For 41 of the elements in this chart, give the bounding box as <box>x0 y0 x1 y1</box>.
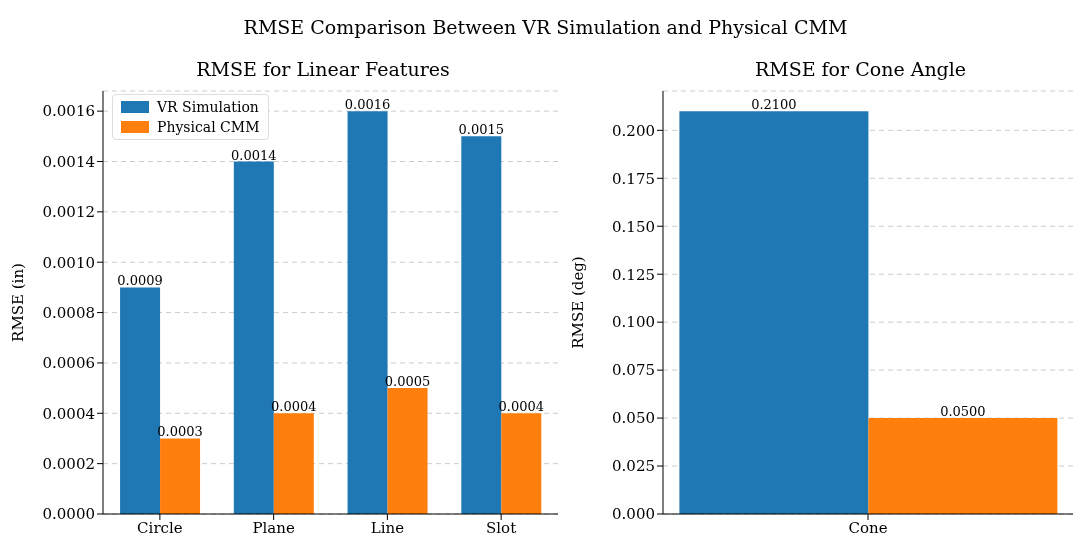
y-tick-label: 0.0000 <box>42 505 95 524</box>
data-label: 0.0014 <box>231 147 277 163</box>
data-label: 0.0500 <box>940 404 986 420</box>
y-tick-label: 0.0008 <box>42 303 95 322</box>
data-label: 0.0016 <box>344 97 391 113</box>
bar <box>160 438 201 514</box>
bar <box>501 413 542 514</box>
y-tick-label: 0.000 <box>612 505 655 524</box>
y-tick-label: 0.150 <box>612 217 655 236</box>
bar <box>273 413 314 514</box>
x-tick-label: Plane <box>252 518 295 537</box>
y-tick-label: 0.125 <box>612 265 655 284</box>
y-tick-label: 0.075 <box>612 361 655 380</box>
chart-title: RMSE for Cone Angle <box>753 58 968 80</box>
y-tick-label: 0.0004 <box>42 404 95 423</box>
legend-label: Physical CMM <box>157 118 260 137</box>
text: RMSE Comparison Between VR Simulation and Physical CMM <box>242 16 849 38</box>
y-tick-label: 0.200 <box>612 121 655 140</box>
chart-title: RMSE for Linear Features <box>195 58 451 80</box>
y-tick-label: 0.0016 <box>42 102 95 121</box>
data-label: 0.0015 <box>458 122 505 138</box>
y-tick-label: 0.025 <box>612 457 655 476</box>
y-tick-label: 0.100 <box>612 313 655 332</box>
x-tick-label: Cone <box>848 518 888 537</box>
y-tick-label: 0.0014 <box>42 152 95 171</box>
y-axis-title: RMSE (deg) <box>569 256 588 349</box>
y-tick-label: 0.0012 <box>42 203 95 222</box>
bar <box>387 388 428 514</box>
y-tick-label: 0.0006 <box>42 354 95 373</box>
y-tick-label: 0.0002 <box>42 454 95 473</box>
y-axis-title: RMSE (in) <box>9 263 28 342</box>
data-label: 0.0009 <box>117 273 163 289</box>
y-tick-label: 0.0010 <box>42 253 95 272</box>
legend-label: VR Simulation <box>157 98 259 117</box>
x-tick-label: Line <box>370 518 405 537</box>
x-tick-label: Slot <box>486 518 517 537</box>
y-tick-label: 0.175 <box>612 169 655 188</box>
y-tick-label: 0.050 <box>612 409 655 428</box>
data-label: 0.2100 <box>751 97 797 113</box>
bar <box>233 161 274 514</box>
x-tick-label: Circle <box>137 518 183 537</box>
